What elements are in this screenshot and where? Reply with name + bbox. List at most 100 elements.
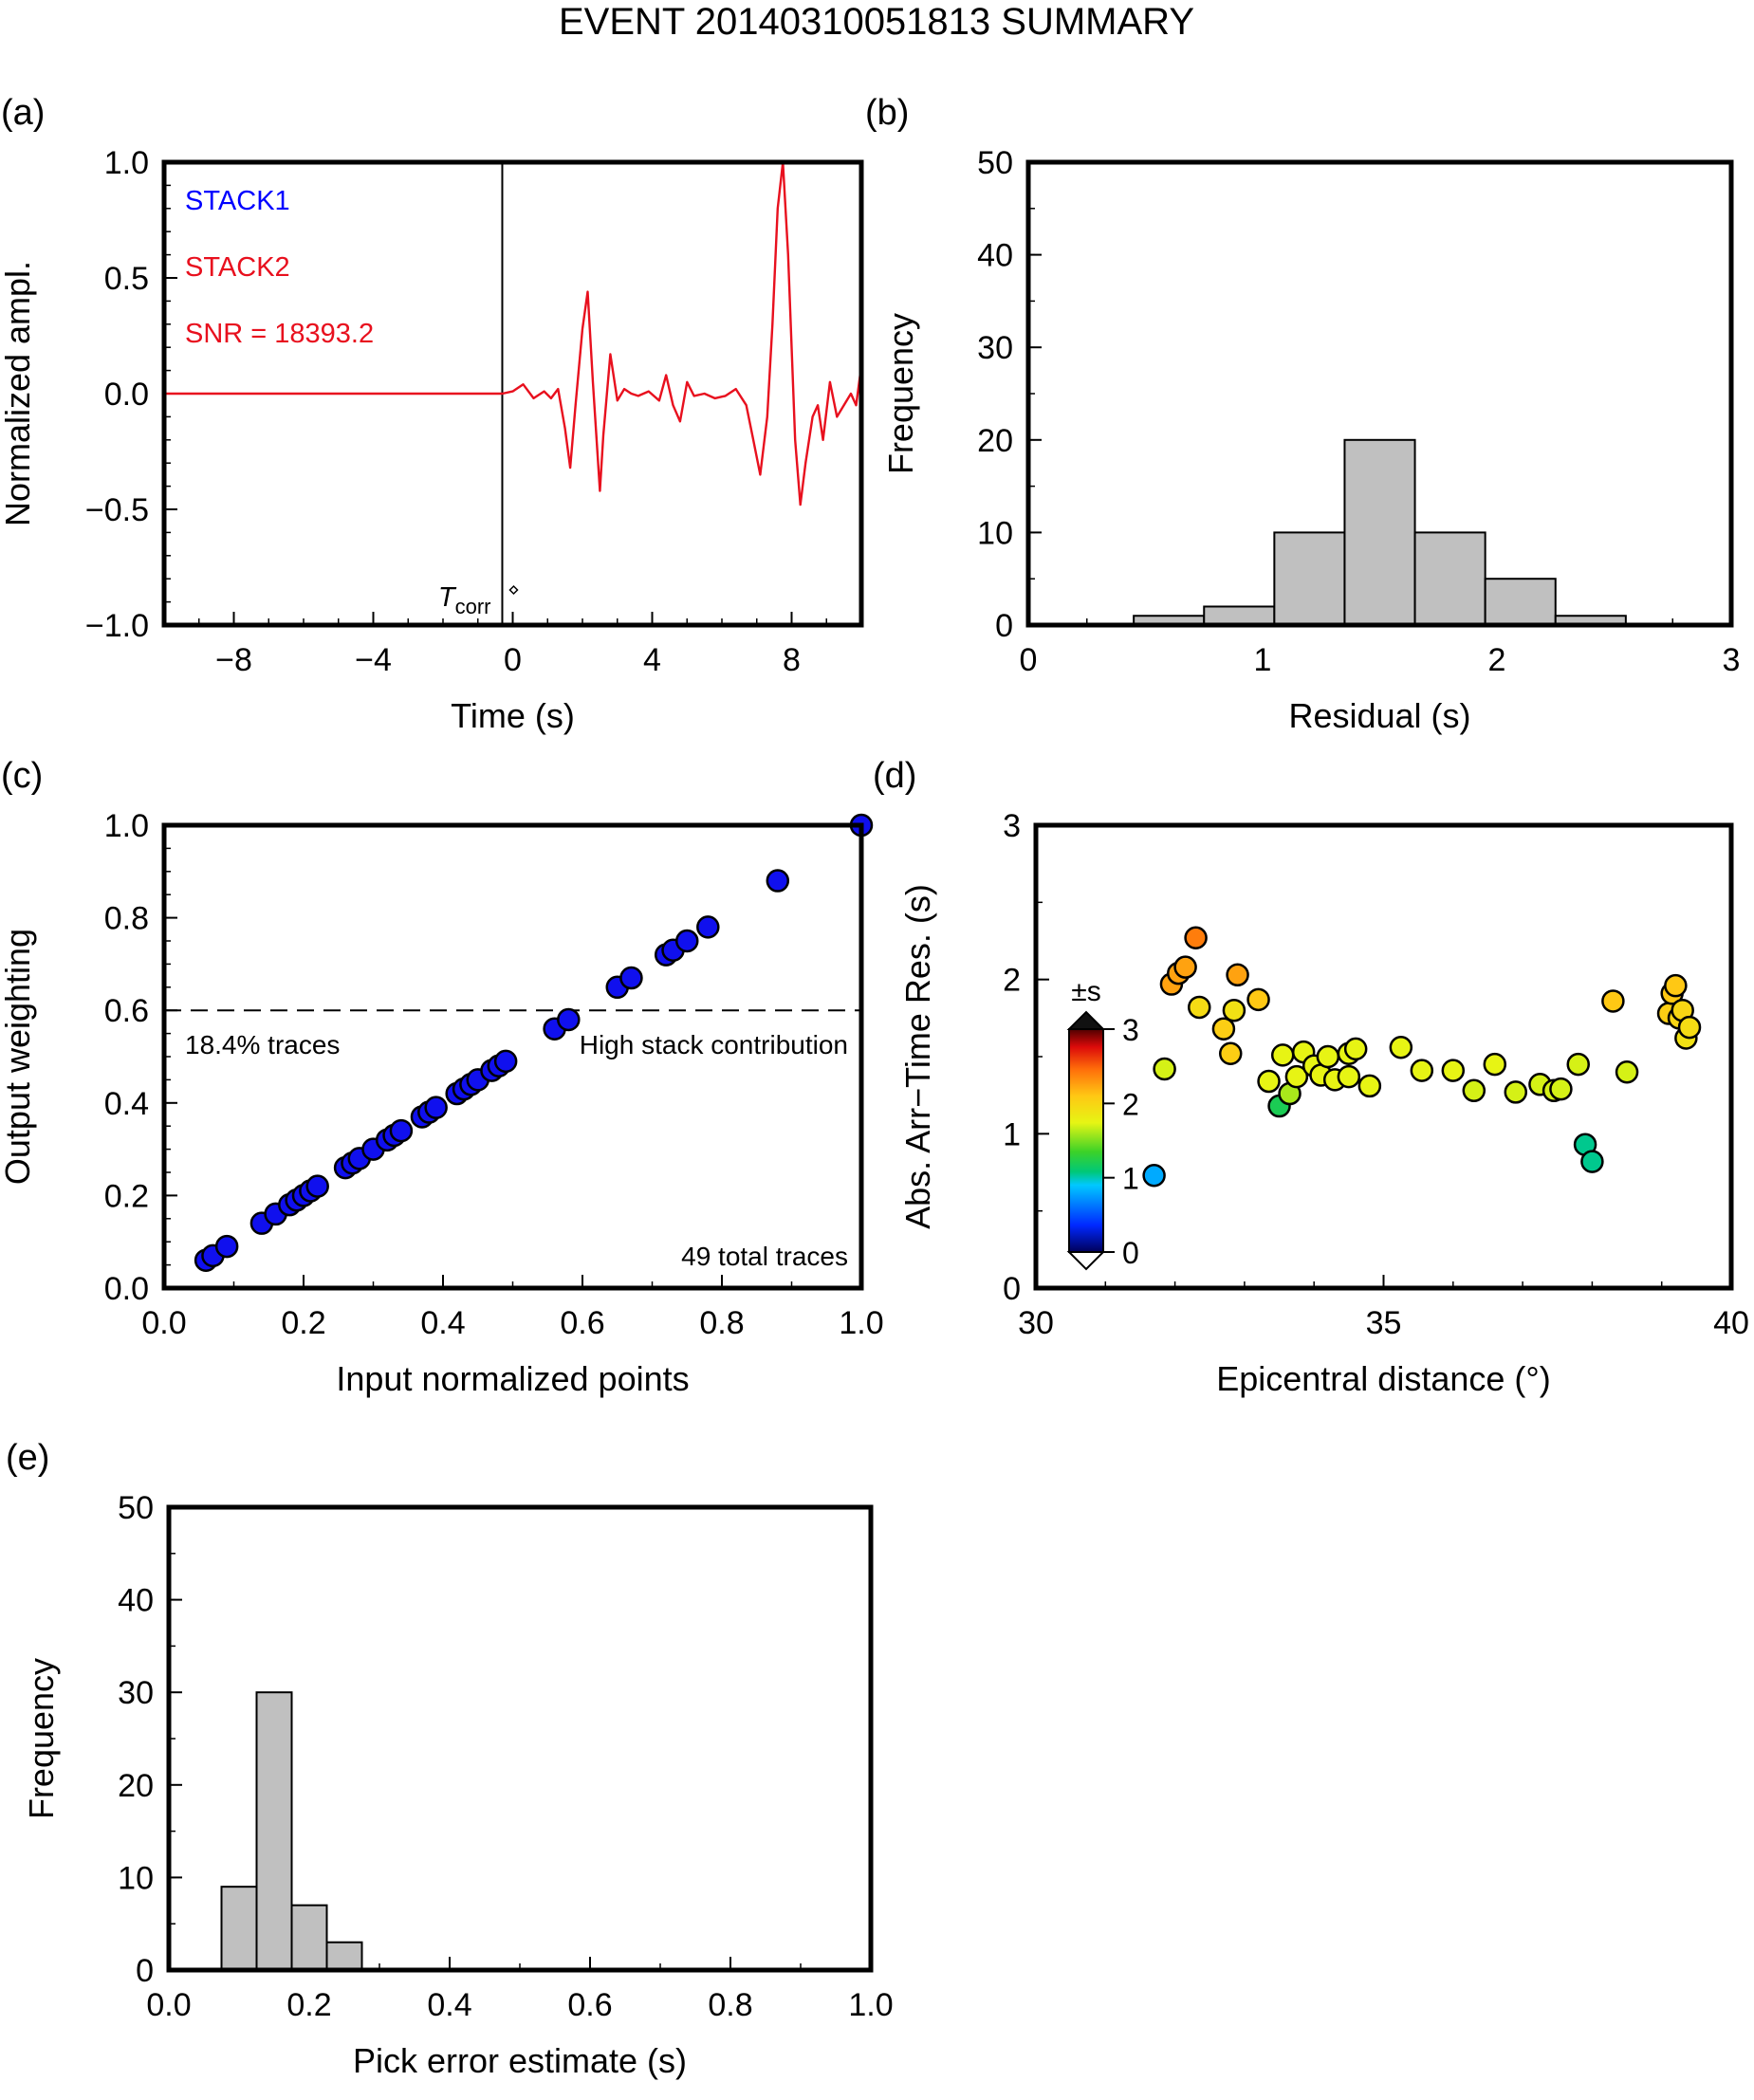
colorbar-label: ±s — [1071, 976, 1100, 1007]
histogram-bar — [1343, 438, 1416, 626]
panel-b-xtick-label: 2 — [1488, 642, 1506, 678]
panel-c-ytick-label: 0.6 — [104, 993, 149, 1029]
panel-c-ytick-label: 0.0 — [104, 1271, 149, 1307]
panel-d-frame — [1033, 822, 1734, 1291]
panel-c-ytick-label: 1.0 — [104, 808, 149, 844]
panel-e-xtick-label: 0.2 — [286, 1987, 331, 2023]
panel-e-xtick-label: 0.4 — [427, 1987, 471, 2023]
data-point — [1410, 1059, 1434, 1082]
panel-b-ytick-label: 10 — [977, 515, 1013, 551]
data-point — [389, 1118, 414, 1143]
colorbar — [1068, 1028, 1104, 1253]
data-point — [1211, 1017, 1236, 1041]
figure-title: EVENT 20140310051813 SUMMARY — [559, 1, 1194, 43]
histogram-bar — [290, 1904, 328, 1972]
data-point — [1284, 1064, 1309, 1089]
tcorr-label: Tcorr — [438, 582, 491, 618]
panel-e-ytick-label: 50 — [118, 1490, 154, 1526]
panel-c-ytick-label: 0.8 — [104, 901, 149, 937]
panel-e-frame — [166, 1504, 874, 1973]
data-point — [424, 1096, 448, 1119]
tcorr-marker — [508, 584, 519, 596]
panel-b-xtick-label: 1 — [1254, 642, 1272, 678]
data-point — [1343, 1037, 1368, 1061]
series-stack2-line — [164, 160, 863, 507]
panel-e-xtick-label: 1.0 — [848, 1987, 893, 2023]
data-point — [1566, 1052, 1590, 1077]
panel-d-xtick-label: 35 — [1366, 1305, 1402, 1341]
histogram-bar — [1273, 531, 1346, 627]
data-point — [1173, 955, 1197, 979]
panel-d-xtick-label: 40 — [1713, 1305, 1749, 1341]
panel-e-xlabel: Pick error estimate (s) — [353, 2041, 687, 2080]
data-point — [1226, 963, 1249, 987]
colorbar-tick-label: 2 — [1122, 1087, 1139, 1121]
annotation-left: 18.4% traces — [185, 1030, 340, 1059]
colorbar-top-cap — [1066, 1010, 1106, 1030]
data-point — [557, 1007, 581, 1032]
panel-a-ytick-label: 0.5 — [104, 261, 149, 297]
data-point — [1246, 987, 1270, 1012]
data-point — [1184, 926, 1208, 949]
data-point — [1222, 998, 1246, 1022]
panel-b-frame — [1025, 159, 1734, 628]
colorbar-bottom-cap — [1066, 1251, 1106, 1271]
panel-c-xtick-label: 0.6 — [560, 1305, 604, 1341]
panel-a-ytick-label: −0.5 — [85, 492, 149, 528]
data-point — [1389, 1035, 1413, 1059]
panel-a-ytick-label: 1.0 — [104, 145, 149, 181]
data-point — [1615, 1060, 1639, 1084]
panel-a-xtick-label: 8 — [783, 642, 801, 678]
data-point — [1337, 1064, 1361, 1089]
panel-a-label: (a) — [1, 93, 45, 133]
panel-d-ytick-label: 1 — [1003, 1116, 1021, 1152]
panel-a-ylabel: Normalized ampl. — [0, 261, 37, 526]
colorbar-tick-label: 3 — [1122, 1013, 1139, 1047]
data-point — [1357, 1074, 1382, 1098]
data-point — [766, 869, 790, 893]
data-point — [1257, 1069, 1281, 1094]
data-point — [493, 1049, 518, 1074]
panel-a-ytick-label: 0.0 — [104, 377, 149, 413]
data-point — [1188, 995, 1211, 1020]
panel-c: 0.0 0.2 0.4 0.6 0.8 1.0 0.0 0.2 0.4 0.6 0.8 1.0 Inpu… — [0, 756, 884, 1398]
panel-c-label: (c) — [1, 756, 43, 796]
panel-d-ytick-label: 0 — [1003, 1271, 1021, 1307]
panel-a-xtick-label: −4 — [355, 642, 392, 678]
panel-d-ylabel: Abs. Arr−Time Res. (s) — [898, 884, 937, 1229]
panel-e-ytick-label: 30 — [118, 1675, 154, 1711]
panel-e-ytick-label: 10 — [118, 1860, 154, 1896]
colorbar-tick-label: 1 — [1122, 1162, 1139, 1196]
histogram-bar — [255, 1691, 293, 1971]
panel-c-frame — [161, 822, 864, 1291]
panel-a-xtick-label: 4 — [643, 642, 661, 678]
histogram-bar — [1413, 531, 1486, 627]
panel-c-ylabel: Output weighting — [0, 929, 37, 1185]
data-point — [1316, 1044, 1340, 1069]
panel-c-ytick-label: 0.2 — [104, 1178, 149, 1214]
panel-c-xlabel: Input normalized points — [336, 1359, 689, 1398]
legend-stack2: STACK2 — [185, 252, 290, 283]
panel-d-ytick-label: 2 — [1003, 963, 1021, 999]
data-point — [1580, 1150, 1604, 1173]
panel-b-ylabel: Frequency — [881, 313, 920, 474]
panel-c-ytick-label: 0.4 — [104, 1086, 149, 1122]
snr-label: SNR = 18393.2 — [185, 319, 374, 349]
panel-c-xtick-label: 0.8 — [699, 1305, 744, 1341]
panel-a-ytick-label: −1.0 — [85, 608, 149, 644]
panel-c-xtick-label: 0.2 — [281, 1305, 325, 1341]
panel-b-xtick-label: 3 — [1723, 642, 1741, 678]
histogram-bar — [220, 1886, 258, 1972]
data-point — [696, 915, 720, 939]
panel-b-ytick-label: 0 — [995, 608, 1013, 644]
histogram-bar — [325, 1941, 363, 1971]
panel-e-xtick-label: 0.0 — [146, 1987, 191, 2023]
data-point — [675, 929, 699, 953]
panel-e-ytick-label: 20 — [118, 1768, 154, 1804]
panel-b-ytick-label: 50 — [977, 145, 1013, 181]
panel-c-xtick-label: 1.0 — [839, 1305, 883, 1341]
data-point — [305, 1174, 329, 1198]
